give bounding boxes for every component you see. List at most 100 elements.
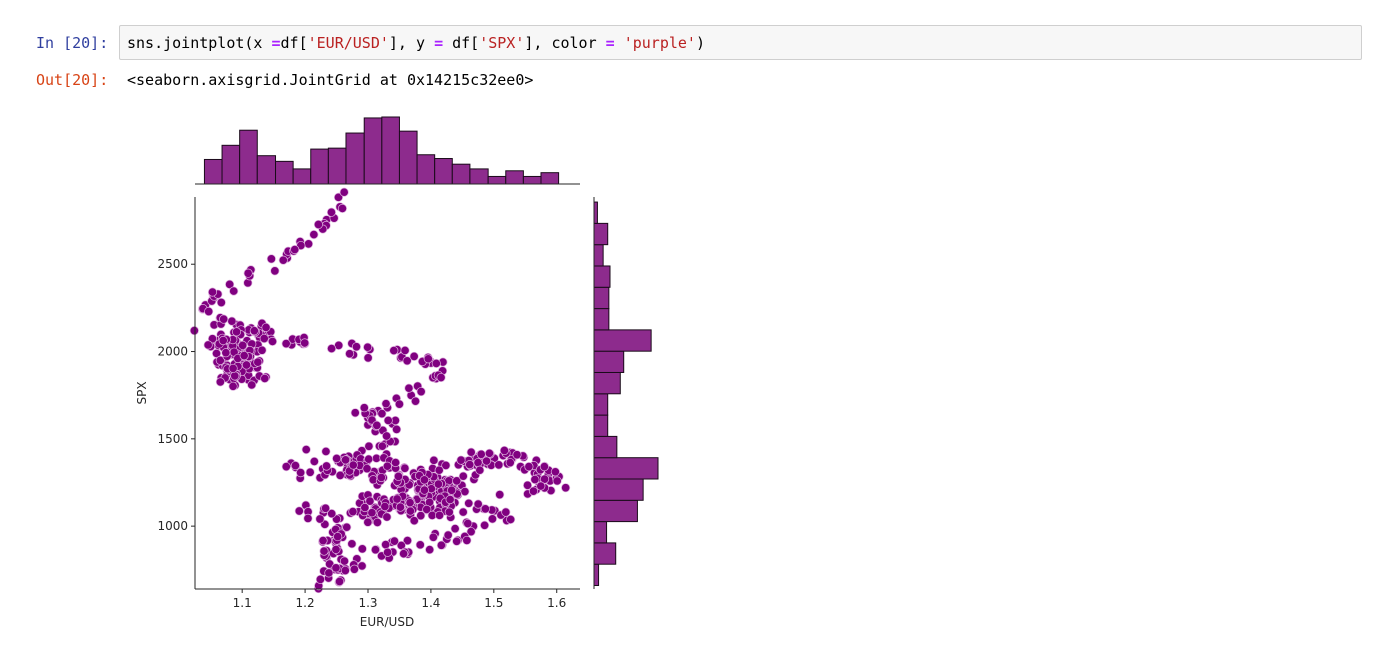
- scatter-point: [434, 510, 445, 520]
- scatter-point: [466, 447, 476, 457]
- scatter-point: [444, 507, 454, 517]
- code-token: df[: [280, 34, 308, 52]
- histogram-bar-y: [593, 435, 618, 459]
- histogram-bar-y: [593, 329, 652, 352]
- histogram-bar-y: [593, 393, 609, 416]
- scatter-point: [349, 564, 359, 574]
- scatter-point: [243, 268, 253, 278]
- marginal-x-histogram: [203, 116, 560, 185]
- scatter-point: [332, 453, 342, 464]
- scatter-point: [450, 524, 460, 534]
- scatter-point: [452, 536, 462, 546]
- scatter-point: [341, 455, 351, 465]
- scatter-point: [395, 502, 405, 512]
- scatter-point: [225, 279, 235, 289]
- histogram-bar-y: [593, 350, 625, 373]
- marginal-y-histogram: [593, 201, 659, 587]
- scatter-point: [319, 546, 329, 556]
- scatter-point: [416, 387, 426, 397]
- scatter-point: [207, 334, 218, 344]
- scatter-point: [443, 530, 453, 540]
- scatter-point: [381, 399, 391, 409]
- scatter-point: [364, 454, 374, 464]
- scatter-point: [428, 532, 438, 542]
- code-token-op: =: [605, 34, 615, 52]
- scatter-point: [441, 460, 451, 470]
- scatter-point: [218, 335, 228, 346]
- histogram-bar-x: [451, 163, 471, 185]
- scatter-point: [241, 360, 252, 370]
- scatter-point: [204, 306, 214, 317]
- histogram-bar-y: [593, 308, 610, 331]
- histogram-bar-x: [505, 170, 524, 185]
- scatter-point: [326, 207, 336, 217]
- scatter-point: [530, 474, 540, 485]
- x-tick-label: 1.6: [547, 596, 566, 610]
- scatter-point: [501, 507, 511, 517]
- scatter-point: [462, 535, 472, 545]
- scatter-point: [350, 408, 360, 418]
- histogram-bar-y: [593, 222, 609, 246]
- code-token: ], y: [388, 34, 435, 52]
- scatter-point: [337, 203, 347, 213]
- scatter-point: [228, 381, 238, 391]
- histogram-bar-x: [327, 147, 347, 185]
- histogram-bar-x: [469, 168, 489, 185]
- scatter-point: [333, 192, 344, 202]
- histogram-bar-y: [593, 563, 600, 587]
- histogram-bar-x: [292, 168, 312, 185]
- scatter-point: [216, 297, 226, 308]
- code-input-area[interactable]: sns.jointplot(x =df['EUR/USD'], y = df['…: [119, 25, 1362, 60]
- scatter-point: [436, 372, 446, 383]
- scatter-point: [463, 518, 473, 529]
- scatter-point: [313, 219, 323, 230]
- scatter-point: [203, 340, 213, 350]
- scatter-point: [365, 496, 375, 506]
- scatter-point: [331, 544, 341, 554]
- y-tick-label: 2000: [157, 345, 188, 359]
- histogram-bar-x: [434, 158, 453, 185]
- scatter-point: [261, 322, 271, 332]
- scatter-point: [339, 556, 349, 566]
- scatter-point: [433, 479, 443, 489]
- scatter-point: [473, 458, 483, 468]
- scatter-point: [499, 445, 509, 456]
- scatter-point: [281, 462, 291, 472]
- scatter-point: [335, 470, 345, 480]
- code-line[interactable]: sns.jointplot(x =df['EUR/USD'], y = df['…: [127, 33, 705, 53]
- scatter-point: [207, 287, 218, 297]
- scatter-point: [294, 506, 304, 516]
- scatter-point: [249, 326, 259, 336]
- y-tick-label: 1000: [157, 519, 188, 533]
- scatter-point: [480, 504, 490, 514]
- histogram-bar-x: [398, 130, 418, 185]
- scatter-point: [400, 463, 410, 473]
- scatter-point: [512, 450, 522, 460]
- histogram-bar-y: [593, 201, 598, 224]
- scatter-point: [278, 255, 288, 265]
- scatter-point: [228, 363, 238, 373]
- histogram-bar-x: [221, 144, 241, 185]
- scatter-point: [339, 187, 349, 197]
- y-tick-label: 1500: [157, 432, 188, 446]
- scatter-point: [481, 456, 492, 466]
- scatter-point: [381, 540, 391, 550]
- x-tick-label: 1.1: [233, 596, 252, 610]
- x-tick-label: 1.5: [484, 596, 503, 610]
- scatter-point: [257, 345, 267, 355]
- scatter-point: [334, 576, 345, 587]
- scatter-point: [363, 517, 373, 527]
- scatter-point: [550, 467, 560, 477]
- histogram-bar-y: [593, 371, 621, 395]
- scatter-point: [445, 495, 455, 505]
- scatter-point: [360, 503, 370, 513]
- code-token-op: =: [271, 34, 281, 52]
- histogram-bar-x: [256, 155, 277, 185]
- scatter-point: [357, 561, 367, 571]
- scatter-point: [402, 536, 413, 546]
- scatter-point: [382, 512, 392, 522]
- scatter-point: [540, 474, 550, 484]
- scatter-point: [318, 536, 328, 546]
- scatter-point: [296, 468, 306, 478]
- scatter-point: [189, 326, 199, 336]
